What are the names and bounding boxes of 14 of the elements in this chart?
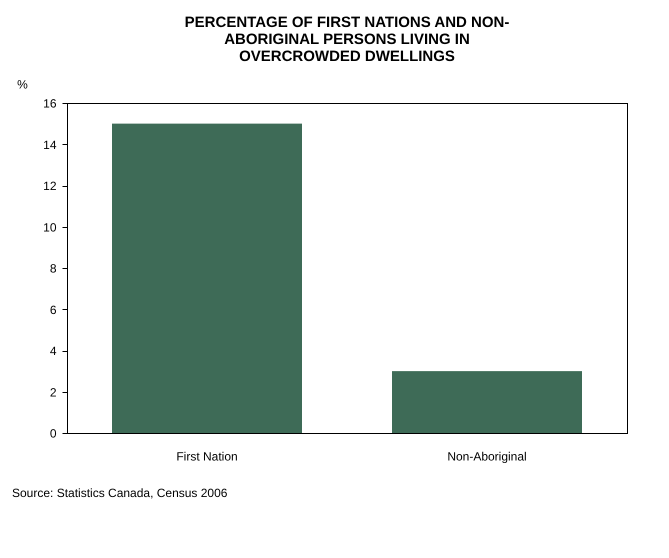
source-note: Source: Statistics Canada, Census 2006: [12, 486, 228, 500]
x-tick-label: Non-Aboriginal: [447, 450, 527, 464]
y-axis-title: %: [17, 78, 28, 92]
y-tick-label: 4: [50, 344, 57, 358]
y-tick-label: 14: [43, 138, 57, 152]
y-tick-label: 10: [43, 220, 57, 234]
y-tick-label: 8: [50, 262, 57, 276]
y-tick-label: 12: [43, 179, 57, 193]
y-tick-label: 6: [50, 302, 57, 317]
y-tick-label: 0: [50, 426, 57, 440]
y-tick-label: 2: [50, 385, 57, 400]
y-tick-label: 16: [43, 96, 57, 110]
x-tick-label: First Nation: [176, 450, 238, 464]
chart-title: PERCENTAGE OF FIRST NATIONS AND NON- ABORIGINAL PERSONS LIVING IN OVERCROWDED DWELLINGS: [184, 14, 510, 65]
